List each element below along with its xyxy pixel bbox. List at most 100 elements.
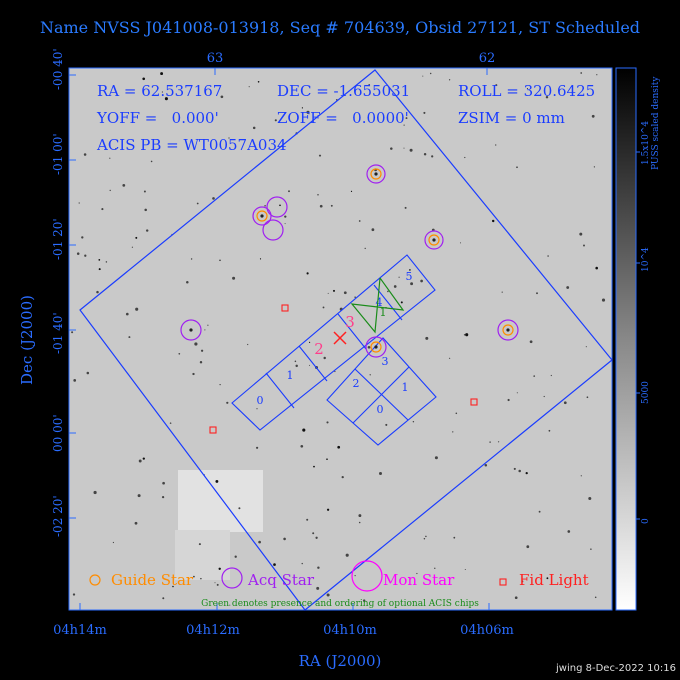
background-star (218, 567, 221, 570)
background-star (294, 360, 297, 363)
s-chip-5: 5 (406, 270, 413, 283)
background-star (219, 383, 221, 386)
param-ra: RA = 62.537167 (97, 82, 222, 100)
background-star (83, 153, 87, 156)
background-star (200, 349, 204, 352)
background-star (326, 421, 329, 424)
background-star (81, 236, 84, 239)
background-star (543, 395, 545, 398)
background-star (257, 81, 260, 83)
background-star (423, 111, 426, 114)
background-star (586, 396, 589, 399)
background-star (212, 197, 215, 200)
colorbar (615, 67, 637, 611)
acq-star (262, 219, 284, 241)
background-star (232, 276, 236, 280)
background-star (256, 408, 258, 410)
background-star (122, 184, 126, 187)
background-star (135, 307, 139, 311)
plot-title: Name NVSS J041008-013918, Seq # 704639, … (39, 18, 641, 37)
background-star (193, 575, 195, 578)
legend-acq-icon (221, 567, 243, 589)
image-artifact (178, 470, 263, 532)
background-star (216, 583, 219, 586)
s-chip-0: 0 (257, 394, 264, 407)
background-star (279, 204, 281, 207)
acq-star (252, 206, 272, 226)
dec-label-0220: -02 20' (51, 495, 65, 537)
s-chip-3: 3 (382, 355, 389, 368)
background-star (409, 148, 413, 152)
background-star (579, 232, 583, 236)
background-star (316, 586, 320, 590)
background-star (585, 346, 587, 348)
background-star (434, 567, 436, 569)
legend-mon-label: Mon Star (383, 571, 455, 589)
background-star (410, 282, 414, 286)
legend-fid-icon (499, 578, 507, 586)
background-star (199, 361, 203, 364)
background-star (284, 215, 287, 218)
ra-label-0410: 04h10m (323, 623, 377, 638)
background-star (131, 246, 134, 248)
dec-label-0100: -01 00' (51, 133, 65, 175)
background-star (368, 84, 371, 86)
background-star (138, 459, 142, 463)
background-star (583, 244, 585, 247)
background-star (448, 357, 451, 359)
background-star (367, 345, 371, 349)
acq-star (365, 336, 387, 358)
background-star (596, 74, 598, 76)
background-star (220, 95, 224, 99)
background-star (518, 469, 521, 473)
background-star (258, 540, 261, 544)
legend-guide-label: Guide Star (111, 571, 194, 589)
background-star (115, 148, 117, 150)
background-star (593, 166, 596, 168)
acq-star (266, 196, 288, 218)
colorbar-tick-5000: 5000 (641, 381, 651, 404)
background-star (423, 153, 427, 156)
colorbar-label-1: 1.5x10^4 (641, 121, 651, 165)
background-star (326, 458, 328, 461)
fid-light (209, 426, 217, 434)
background-star (337, 445, 341, 449)
param-yoff: YOFF = 0.000' (96, 109, 219, 127)
background-star (526, 545, 530, 549)
background-star (172, 585, 174, 588)
background-star (546, 577, 549, 580)
background-star (214, 582, 216, 584)
guide-star (428, 234, 440, 246)
background-star (135, 236, 138, 239)
image-artifact-lower (175, 530, 230, 580)
background-star (358, 220, 361, 222)
background-star (284, 223, 286, 225)
background-star (144, 208, 147, 212)
background-star (228, 137, 230, 139)
background-star (274, 119, 277, 122)
legend-guide-icon (89, 574, 101, 586)
background-star (358, 521, 361, 524)
background-star (425, 535, 427, 538)
background-star (516, 166, 518, 169)
background-star (315, 536, 318, 539)
ra-top-62: 62 (479, 51, 496, 66)
background-star (463, 334, 466, 336)
background-star (323, 356, 326, 360)
background-star (489, 441, 491, 443)
background-star (334, 370, 336, 373)
background-star (566, 286, 570, 289)
background-star (345, 553, 349, 557)
red-chip-3: 3 (345, 313, 355, 331)
background-star (302, 428, 306, 432)
background-star (288, 190, 290, 193)
param-acis-pb: ACIS PB = WT0057A034 (96, 136, 287, 154)
background-star (142, 457, 145, 460)
background-star (455, 412, 458, 415)
dec-label-0000: 00 00' (51, 414, 65, 452)
acq-star (424, 230, 444, 250)
background-star (521, 580, 524, 583)
param-zoff: ZOFF = 0.0000' (277, 109, 409, 127)
background-star (429, 72, 432, 75)
background-star (501, 291, 503, 293)
